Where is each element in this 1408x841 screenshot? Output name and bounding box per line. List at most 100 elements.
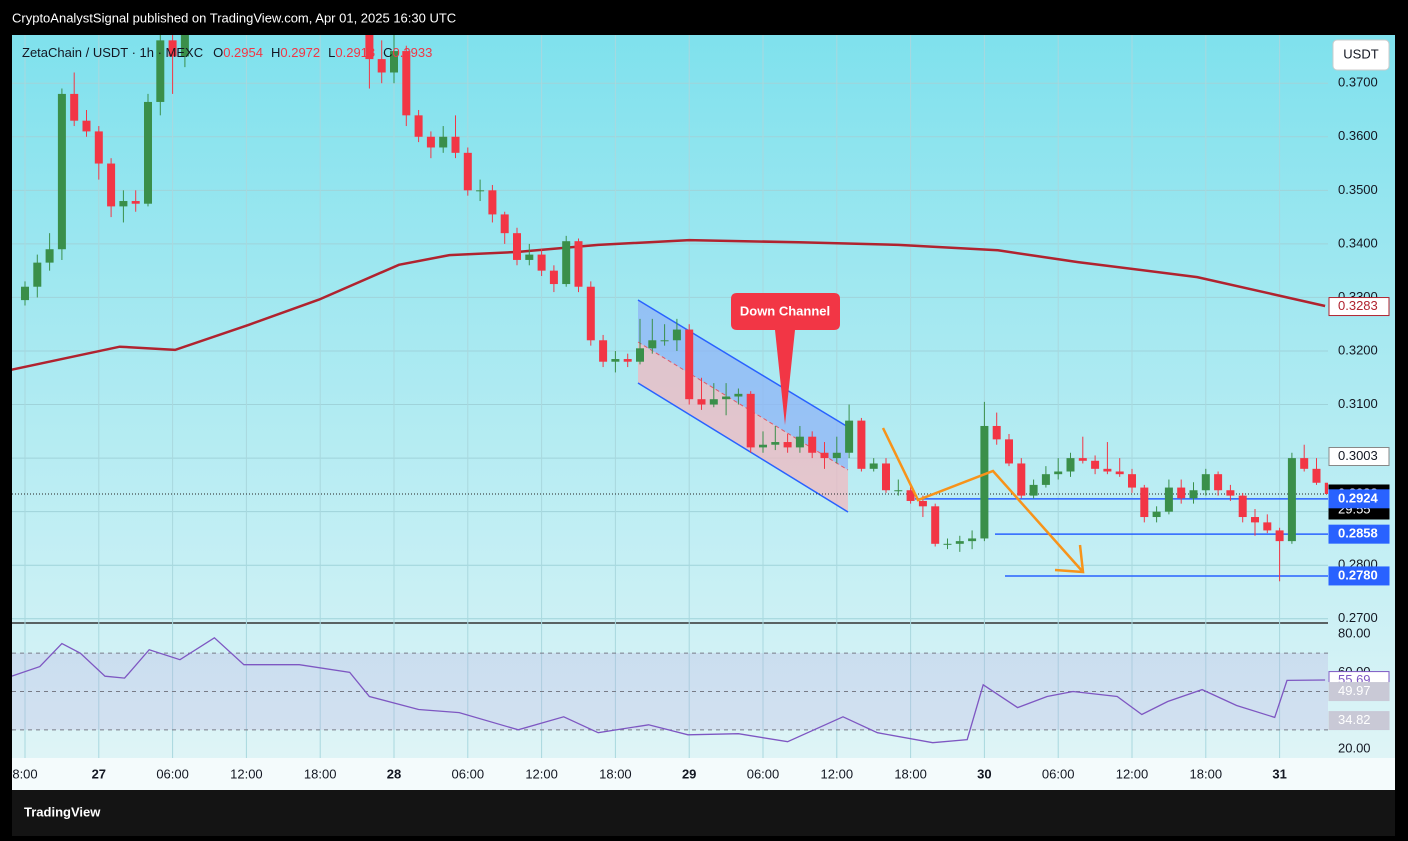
candle-body	[697, 399, 706, 405]
legend-symbol: ZetaChain / USDT · 1h · MEXC	[22, 45, 203, 60]
candle-body	[131, 201, 140, 204]
candle-body	[537, 254, 546, 271]
price-label-box	[1328, 489, 1390, 509]
candle-body	[574, 241, 583, 287]
currency: USDT	[1343, 46, 1378, 61]
rsi-label-box	[1328, 682, 1390, 702]
x-tick-label: 06:00	[747, 766, 780, 781]
x-tick-label: 18:00	[304, 766, 337, 781]
candle-body	[144, 101, 152, 204]
candle-body	[21, 286, 29, 301]
legend-value: 0.2933	[393, 45, 433, 60]
candle-body	[365, 35, 374, 60]
arrowhead	[1054, 544, 1085, 574]
candle-body	[513, 233, 521, 260]
candle-body	[1189, 490, 1198, 499]
currency-box	[1332, 39, 1390, 71]
y-tick-label: 0.2700	[1338, 610, 1378, 625]
candle-body	[168, 40, 177, 57]
x-tick-label: 18:00	[1190, 766, 1223, 781]
candle-body	[1251, 517, 1259, 523]
candle-body	[180, 35, 189, 57]
price-label-box	[1328, 297, 1390, 317]
candle-body	[746, 393, 755, 448]
rsi-label: 34.82	[1338, 712, 1371, 727]
rsi-tick-label: 80.00	[1338, 625, 1371, 640]
candle-body	[709, 399, 718, 405]
y-tick-label: 0.3500	[1338, 182, 1378, 197]
legend-key: H	[271, 45, 280, 60]
x-tick-label: 06:00	[156, 766, 189, 781]
candle-body	[857, 420, 866, 469]
legend-value: 0.2972	[280, 45, 320, 60]
x-tick-label: 18:00	[599, 766, 632, 781]
candle-body	[476, 190, 485, 192]
candle-body	[1214, 474, 1223, 491]
candle-body	[1017, 463, 1026, 496]
price-label: 0.2858	[1338, 526, 1378, 541]
price-label-box	[1328, 447, 1390, 467]
candle-body	[451, 136, 460, 153]
candle-body	[1226, 490, 1235, 496]
x-tick-label: 8:00	[12, 766, 37, 781]
price-label-box	[1328, 566, 1390, 586]
candle-body	[33, 262, 42, 287]
candle-body	[1275, 530, 1284, 542]
candle-body	[1103, 468, 1112, 472]
rsi-label-box	[1328, 711, 1390, 731]
candle-body	[463, 152, 472, 191]
y-tick-label: 0.3700	[1338, 75, 1378, 90]
price-label-box	[1328, 524, 1390, 544]
candle-body	[1066, 458, 1075, 472]
candle-body	[70, 93, 79, 121]
legend-value: 0.2918	[335, 45, 375, 60]
candle-body	[107, 163, 116, 207]
legend: ZetaChain / USDT · 1h · MEXC O0.2954 H0.29…	[22, 45, 432, 60]
candle-body	[1263, 522, 1272, 531]
legend-key: O	[213, 45, 223, 60]
candle-body	[156, 40, 165, 102]
candle-body	[1152, 511, 1161, 518]
callout-text: Down Channel	[740, 303, 830, 318]
candle-body	[906, 490, 915, 501]
x-tick-label: 31	[1272, 766, 1286, 781]
x-tick-label: 29	[682, 766, 696, 781]
channel-line	[637, 299, 849, 428]
candle-body	[57, 93, 66, 250]
x-tick-label: 06:00	[452, 766, 485, 781]
x-tick-label: 27	[92, 766, 106, 781]
candle-body	[660, 340, 669, 342]
candle-body	[648, 340, 657, 349]
candle-body	[734, 393, 743, 397]
candle-body	[795, 436, 804, 448]
candle-body	[611, 359, 620, 362]
x-tick-label: 12:00	[525, 766, 558, 781]
candle-body	[1324, 482, 1328, 494]
candle-body	[636, 348, 644, 362]
rsi-tick-label: 20.00	[1338, 740, 1371, 755]
candle-body	[390, 51, 398, 73]
candle-body	[783, 442, 792, 448]
brand: TradingView	[24, 804, 101, 819]
channel-line	[637, 382, 849, 513]
x-tick-label: 18:00	[894, 766, 927, 781]
candle-body	[968, 538, 977, 542]
x-tick-label: 12:00	[821, 766, 854, 781]
candle-body	[82, 120, 91, 132]
y-tick-label: 0.3600	[1338, 128, 1378, 143]
candle-body	[439, 136, 448, 148]
candle-body	[45, 249, 54, 263]
candle-body	[549, 270, 558, 285]
legend-key: L	[328, 45, 335, 60]
candle-body	[1140, 487, 1149, 518]
candle-body	[488, 190, 497, 215]
candle-body	[94, 131, 103, 164]
footer	[12, 790, 1395, 836]
rsi-label: 49.97	[1338, 683, 1371, 698]
candle-body	[808, 436, 817, 453]
candle-body	[1238, 495, 1247, 518]
candle-body	[992, 425, 1001, 440]
candle-body	[820, 452, 829, 459]
time-axis	[12, 758, 1395, 790]
